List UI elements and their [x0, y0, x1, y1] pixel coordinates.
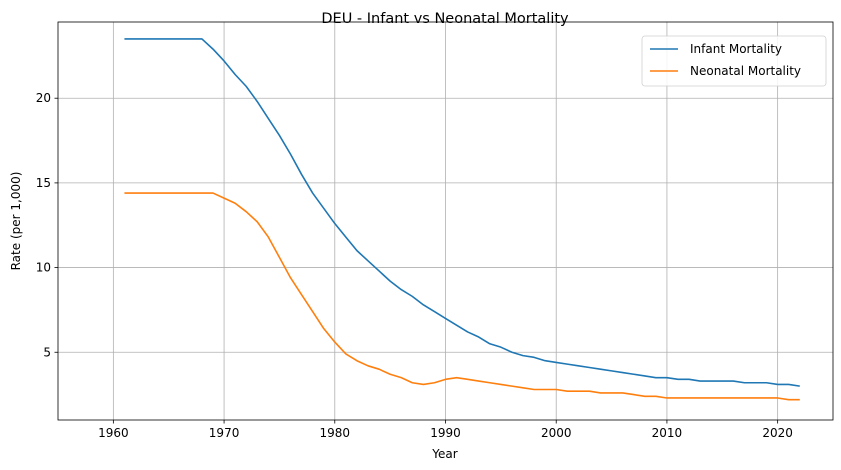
legend-box [641, 35, 827, 87]
x-tick-label: 1960 [98, 426, 129, 440]
chart-title: DEU - Infant vs Neonatal Mortality [321, 11, 569, 27]
y-tick-label: 15 [36, 176, 51, 190]
x-axis: 1960 1970 1980 1990 2000 2010 2020 [98, 420, 793, 440]
grid [58, 22, 833, 420]
series-line [124, 192, 800, 401]
x-tick-label: 2000 [541, 426, 572, 440]
legend-label: Infant Mortality [690, 42, 782, 56]
legend: Infant Mortality Neonatal Mortality [641, 35, 827, 87]
legend-label: Neonatal Mortality [690, 64, 801, 78]
x-axis-label: Year [431, 447, 457, 461]
x-tick-label: 2010 [652, 426, 683, 440]
y-axis: 5 10 15 20 [36, 91, 58, 359]
x-tick-label: 1990 [430, 426, 461, 440]
series-line [124, 38, 800, 387]
x-tick-label: 1980 [320, 426, 351, 440]
series-lines [124, 38, 800, 401]
x-tick-label: 2020 [762, 426, 793, 440]
y-tick-label: 5 [43, 345, 51, 359]
y-tick-label: 20 [36, 91, 51, 105]
x-tick-label: 1970 [209, 426, 240, 440]
y-axis-label: Rate (per 1,000) [9, 172, 23, 271]
y-tick-label: 10 [36, 261, 51, 275]
